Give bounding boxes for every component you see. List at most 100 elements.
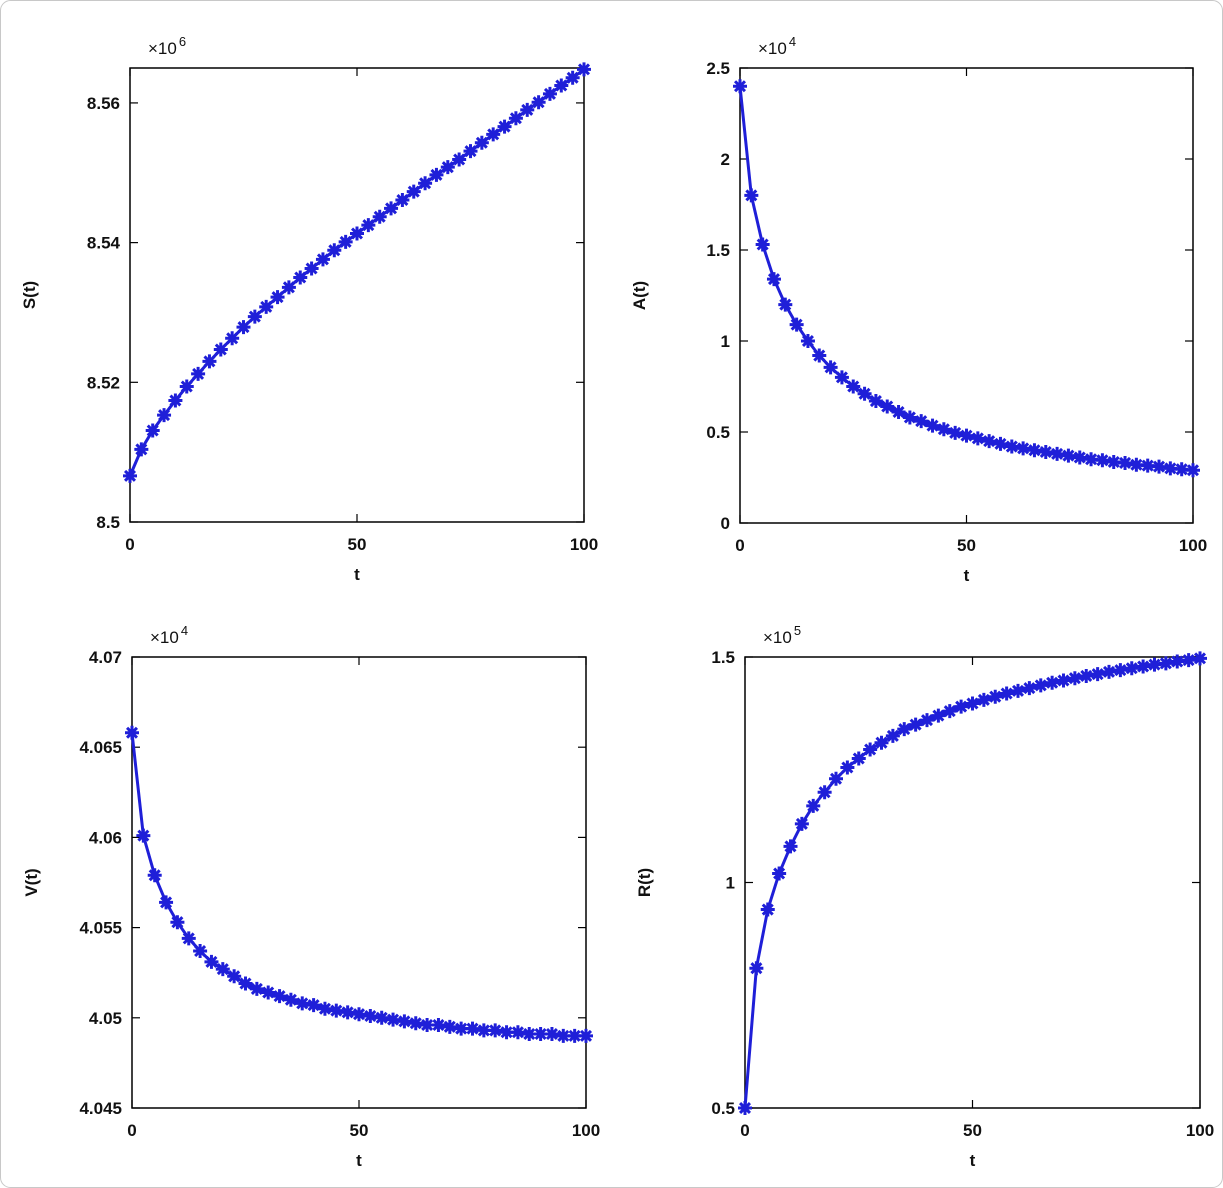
- data-marker: [567, 1028, 582, 1043]
- data-marker: [1090, 667, 1105, 682]
- data-marker: [936, 422, 951, 437]
- data-line: [130, 732, 586, 1038]
- data-marker: [395, 193, 410, 208]
- data-marker: [304, 261, 319, 276]
- data-marker: [1147, 657, 1162, 672]
- data-marker: [454, 1021, 469, 1036]
- multiplier-exponent: 5: [794, 623, 801, 638]
- data-marker: [452, 152, 467, 167]
- y-tick-label: 4.055: [79, 919, 122, 938]
- data-marker: [1050, 446, 1065, 461]
- data-marker: [738, 1101, 752, 1115]
- y-tick-label: 4.065: [79, 738, 122, 757]
- data-marker: [1158, 656, 1173, 671]
- y-multiplier: ×10 4: [758, 34, 796, 58]
- data-marker: [372, 209, 387, 224]
- data-marker: [942, 704, 957, 719]
- data-marker: [179, 379, 194, 394]
- data-marker: [959, 428, 974, 443]
- data-marker: [145, 423, 160, 438]
- data-marker: [1152, 459, 1167, 474]
- data-marker: [281, 280, 296, 295]
- data-marker: [520, 102, 535, 117]
- plot-frame: [129, 67, 585, 523]
- data-marker: [902, 410, 917, 425]
- data-marker: [191, 366, 206, 381]
- y-tick-label: 0.5: [711, 1099, 735, 1118]
- data-marker: [463, 144, 478, 159]
- y-tick-label: 1: [721, 332, 730, 351]
- data-marker: [800, 334, 815, 348]
- data-marker: [846, 379, 861, 394]
- y-tick-label: 2: [721, 150, 730, 169]
- data-marker: [327, 243, 342, 258]
- x-tick-label: 100: [572, 1121, 600, 1140]
- data-marker: [920, 713, 934, 728]
- data-marker: [306, 998, 321, 1013]
- x-tick-label: 50: [348, 535, 367, 554]
- data-marker: [1106, 455, 1121, 470]
- y-tick-label: 4.045: [79, 1099, 122, 1118]
- plot-frame: [739, 67, 1194, 524]
- y-axis-label: V(t): [22, 868, 41, 896]
- data-marker: [744, 188, 759, 203]
- data-marker: [1163, 461, 1178, 476]
- data-marker: [868, 394, 883, 409]
- data-marker: [857, 386, 872, 401]
- data-marker: [1056, 673, 1071, 688]
- y-multiplier: ×10 5: [763, 623, 801, 647]
- data-marker: [1079, 668, 1094, 683]
- x-axis-label: t: [356, 1151, 362, 1170]
- data-marker: [352, 1007, 366, 1022]
- data-marker: [440, 160, 455, 175]
- y-axis-label: S(t): [20, 281, 39, 309]
- data-marker: [486, 127, 501, 142]
- data-marker: [851, 751, 866, 766]
- data-marker: [914, 414, 929, 429]
- data-marker: [1067, 671, 1082, 686]
- data-marker: [363, 1009, 378, 1023]
- data-marker: [202, 354, 217, 369]
- data-marker: [1084, 452, 1099, 467]
- data-marker: [554, 78, 569, 93]
- data-marker: [317, 1001, 332, 1016]
- data-marker: [544, 1027, 559, 1042]
- data-marker: [817, 785, 832, 800]
- data-marker: [227, 969, 242, 984]
- data-marker: [988, 689, 1003, 704]
- y-tick-label: 1.5: [711, 648, 735, 667]
- data-marker: [429, 167, 444, 182]
- data-marker: [350, 226, 364, 241]
- x-axis-label: t: [970, 1151, 976, 1170]
- data-marker: [204, 954, 219, 969]
- data-marker: [147, 868, 162, 883]
- x-tick-label: 0: [125, 535, 134, 554]
- y-tick-label: 8.52: [87, 373, 120, 392]
- data-marker: [954, 699, 969, 714]
- data-marker: [1113, 663, 1128, 678]
- x-tick-label: 100: [1186, 1121, 1214, 1140]
- data-marker: [789, 317, 804, 332]
- multiplier-exponent: 4: [181, 623, 188, 638]
- y-tick-label: 4.05: [89, 1009, 122, 1028]
- data-marker: [891, 404, 906, 419]
- data-marker: [170, 915, 185, 930]
- data-marker: [261, 985, 276, 1000]
- data-marker: [556, 1028, 571, 1043]
- data-marker: [134, 442, 149, 457]
- data-marker: [766, 272, 781, 287]
- data-marker: [181, 931, 196, 946]
- data-marker: [542, 86, 557, 101]
- multiplier-base: ×10: [758, 39, 787, 58]
- data-marker: [1027, 443, 1042, 458]
- data-marker: [1095, 453, 1110, 468]
- data-marker: [476, 1023, 491, 1038]
- data-marker: [1174, 462, 1189, 477]
- data-marker: [283, 992, 298, 1007]
- multiplier-exponent: 4: [789, 34, 796, 49]
- data-marker: [1186, 463, 1200, 478]
- data-marker: [340, 1005, 355, 1020]
- x-axis-label: t: [964, 566, 970, 585]
- data-marker: [772, 866, 787, 881]
